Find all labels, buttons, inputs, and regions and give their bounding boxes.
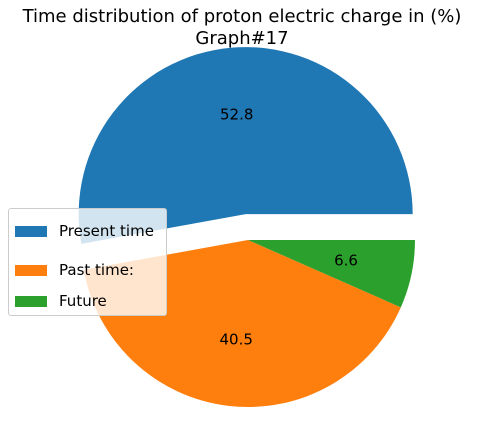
legend-label-present-time: Present time <box>59 222 154 240</box>
chart-title-block: Time distribution of proton electric cha… <box>0 6 484 50</box>
pie-value-label: 52.8 <box>220 105 253 123</box>
legend-swatch-past-time <box>15 264 47 276</box>
pie-slice-present-time <box>78 47 413 244</box>
chart-subtitle: Graph#17 <box>195 28 289 49</box>
legend: Present time Past time: Future <box>8 208 167 316</box>
chart-title: Time distribution of proton electric cha… <box>22 6 462 27</box>
pie-value-label: 6.6 <box>334 252 358 270</box>
legend-swatch-future <box>15 295 47 307</box>
legend-entry-past-time: Past time: <box>15 260 134 280</box>
pie-value-label: 40.5 <box>220 331 253 349</box>
legend-label-past-time: Past time: <box>59 261 134 279</box>
legend-entry-future: Future <box>15 291 107 311</box>
legend-label-future: Future <box>59 292 107 310</box>
legend-entry-present-time: Present time <box>15 221 154 241</box>
legend-swatch-present-time <box>15 225 47 237</box>
pie-slice-future <box>248 240 415 308</box>
pie-value-labels: 52.8 40.5 6.6 <box>220 105 358 348</box>
